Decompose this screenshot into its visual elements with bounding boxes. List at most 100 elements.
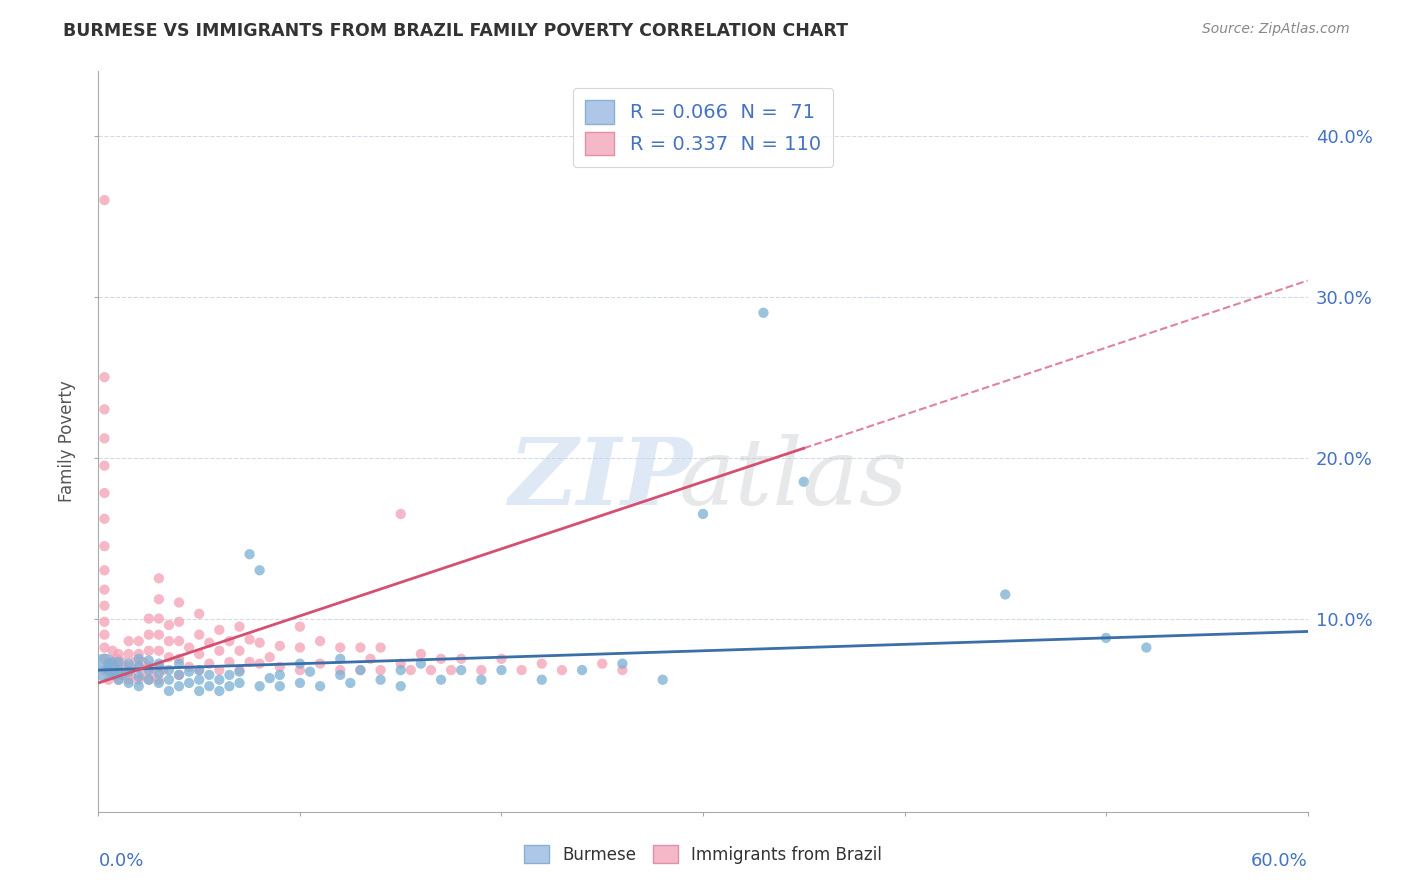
Point [148,628,170,642]
Point [208,684,231,698]
Point [269,679,291,693]
Point [148,660,170,674]
Point [157,684,180,698]
Text: 0.0%: 0.0% [98,853,143,871]
Point [167,668,190,682]
Point [249,679,271,693]
Point [198,679,221,693]
Point [491,663,513,677]
Point [288,663,311,677]
Point [228,663,250,677]
Point [370,673,392,687]
Point [101,668,124,682]
Point [269,660,291,674]
Point [101,644,124,658]
Point [530,657,553,671]
Point [179,640,201,655]
Point [188,628,211,642]
Point [1135,640,1157,655]
Point [105,652,128,666]
Legend: R = 0.066  N =  71, R = 0.337  N = 110: R = 0.066 N = 71, R = 0.337 N = 110 [574,88,832,167]
Point [157,673,180,687]
Point [128,634,150,648]
Point [132,655,155,669]
Point [239,655,262,669]
Point [259,671,281,685]
Point [692,507,714,521]
Point [269,639,291,653]
Text: BURMESE VS IMMIGRANTS FROM BRAZIL FAMILY POVERTY CORRELATION CHART: BURMESE VS IMMIGRANTS FROM BRAZIL FAMILY… [63,22,848,40]
Point [138,673,160,687]
Point [93,402,115,417]
Point [228,644,250,658]
Point [530,673,553,687]
Point [349,663,371,677]
Point [107,647,129,661]
Point [510,663,533,677]
Point [148,571,170,585]
Point [128,669,150,683]
Point [107,655,129,669]
Point [450,652,472,666]
Point [208,623,231,637]
Point [93,512,115,526]
Point [138,611,160,625]
Point [118,676,141,690]
Point [470,663,492,677]
Point [148,666,170,681]
Point [228,676,250,690]
Point [491,652,513,666]
Point [430,652,453,666]
Point [612,657,634,671]
Point [107,660,129,674]
Point [249,657,271,671]
Point [138,660,160,674]
Point [157,618,180,632]
Point [188,607,211,621]
Point [551,663,574,677]
Point [142,668,165,682]
Point [612,663,634,677]
Point [157,650,180,665]
Point [132,668,155,682]
Point [97,657,120,671]
Point [148,611,170,625]
Point [752,306,775,320]
Point [288,640,311,655]
Point [198,657,221,671]
Point [329,668,352,682]
Point [148,673,170,687]
Text: atlas: atlas [679,434,908,524]
Point [288,619,311,633]
Point [470,673,492,687]
Point [107,673,129,687]
Point [167,668,190,682]
Point [128,679,150,693]
Point [591,657,613,671]
Point [249,563,271,577]
Point [259,650,281,665]
Point [299,665,322,679]
Point [148,592,170,607]
Point [228,665,250,679]
Point [93,652,115,666]
Point [188,684,211,698]
Point [103,663,125,677]
Point [208,663,231,677]
Point [157,634,180,648]
Point [208,673,231,687]
Point [93,486,115,500]
Legend: Burmese, Immigrants from Brazil: Burmese, Immigrants from Brazil [517,838,889,871]
Point [157,663,180,677]
Point [399,663,422,677]
Point [188,663,211,677]
Point [93,193,115,207]
Point [111,668,134,682]
Point [128,647,150,661]
Point [329,652,352,666]
Point [118,660,141,674]
Point [93,660,115,674]
Point [329,640,352,655]
Point [249,636,271,650]
Point [120,668,142,682]
